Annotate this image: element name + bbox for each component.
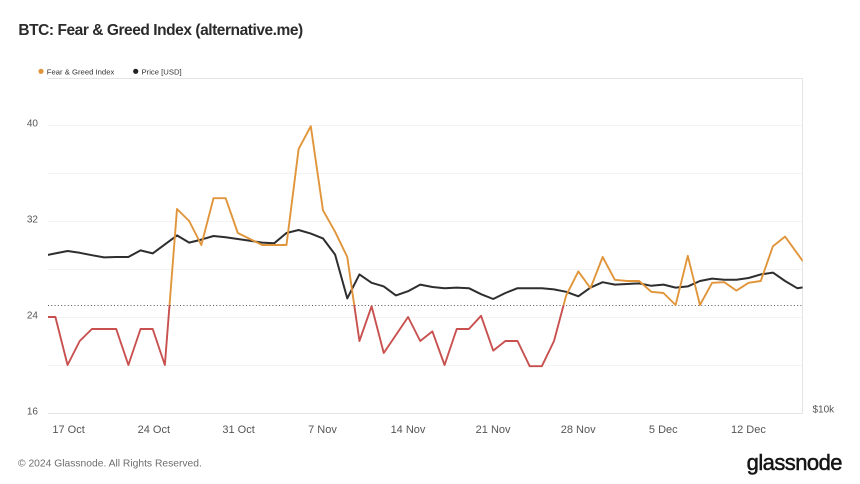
svg-text:32: 32 [27,215,39,226]
svg-text:24: 24 [27,311,39,322]
svg-text:glassnode: glassnode [747,450,843,475]
svg-text:12 Dec: 12 Dec [731,424,766,436]
svg-text:28 Nov: 28 Nov [561,424,596,436]
svg-text:40: 40 [27,119,39,130]
svg-text:31 Oct: 31 Oct [222,424,254,436]
svg-text:© 2024 Glassnode. All Rights R: © 2024 Glassnode. All Rights Reserved. [18,459,202,470]
svg-text:BTC: Fear & Greed Index (alter: BTC: Fear & Greed Index (alternative.me) [18,22,303,39]
svg-text:24 Oct: 24 Oct [138,424,170,436]
svg-text:Fear & Greed Index: Fear & Greed Index [47,67,115,76]
svg-text:16: 16 [27,407,39,418]
svg-text:17 Oct: 17 Oct [52,424,84,436]
svg-text:14 Nov: 14 Nov [391,424,426,436]
svg-text:5 Dec: 5 Dec [649,424,678,436]
svg-text:7 Nov: 7 Nov [308,424,337,436]
svg-text:21 Nov: 21 Nov [476,424,511,436]
svg-text:$10k: $10k [813,404,836,415]
svg-text:Price [USD]: Price [USD] [142,67,182,76]
